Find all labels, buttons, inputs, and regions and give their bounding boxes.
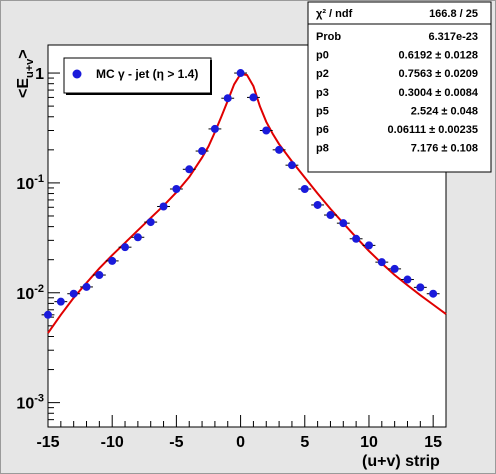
legend-entry-label: MC γ - jet (η > 1.4) [96,67,198,81]
y-tick-label: 10-1 [16,173,44,193]
stats-row-name: χ² / ndf [316,8,353,20]
data-point [210,124,219,133]
y-tick-label: 1 [35,66,44,83]
data-point [69,289,78,298]
data-point [262,126,271,135]
stats-row-value: 0.06111 ± 0.00235 [388,124,478,136]
data-point [44,310,52,319]
y-tick-label: 10-3 [16,393,44,413]
data-point [121,243,130,252]
data-point [236,69,245,78]
data-point [352,234,361,243]
stats-row-name: Prob [316,31,341,43]
stats-row-value: 6.317e-23 [428,31,478,43]
data-point [159,202,168,211]
x-tick-label: -5 [169,434,183,451]
legend-box [63,57,212,94]
y-tick-label: 10-2 [16,283,44,303]
data-point [82,282,91,291]
stats-row-value: 0.7563 ± 0.0209 [399,68,478,80]
data-point [198,147,207,156]
stats-row-name: p3 [316,87,329,99]
y-axis-title-sub: u+v [24,58,36,78]
y-axis-title-main: <E [15,78,32,98]
stats-row-value: 0.3004 ± 0.0084 [399,87,479,99]
x-tick-label: 15 [424,434,442,451]
data-point [249,93,258,102]
data-point [313,200,322,209]
stats-row-value: 0.6192 ± 0.0128 [399,50,478,62]
x-tick-label: 10 [360,434,378,451]
stats-row-value: 7.176 ± 0.108 [411,143,478,155]
fit-stats-box: χ² / ndf 166.8 / 25 Prob 6.317e-23 p0 0.6192 … [307,1,492,173]
stats-row-value: 2.524 ± 0.048 [411,105,478,117]
data-point [172,185,181,194]
data-point [364,241,373,250]
data-point [326,211,335,220]
data-point [185,165,194,174]
data-points-group [41,69,440,319]
data-point [223,94,232,103]
data-point [429,289,438,298]
legend: MC γ - jet (η > 1.4) [63,57,212,95]
data-point [56,297,65,306]
data-point [416,283,425,292]
stats-row-name: p8 [316,143,329,155]
stats-row-name: p6 [316,124,329,136]
svg-text:<Eu+v>: <Eu+v> [15,49,36,98]
x-tick-label: -10 [101,434,124,451]
data-point [146,218,155,227]
data-point [339,219,348,228]
data-point [287,161,296,170]
data-point [300,185,309,194]
y-axis-title-close: > [15,49,32,58]
stats-row-name: p0 [316,50,329,62]
stats-row-name: p2 [316,68,329,80]
data-point [95,271,104,280]
data-point [390,264,399,273]
axis-ticks: -15 -10 -5 0 5 10 15 10-3 10-2 10-1 1 [16,66,447,451]
data-point [275,145,284,154]
x-tick-label: 0 [236,434,245,451]
legend-marker [72,69,82,79]
data-point [377,258,386,267]
stats-row-value: 166.8 / 25 [429,8,478,20]
data-point [403,275,412,284]
x-tick-label: -15 [36,434,59,451]
data-point [133,233,142,242]
x-tick-label: 5 [300,434,309,451]
data-point [108,256,117,265]
stats-row-name: p5 [316,105,329,117]
y-axis-title: <Eu+v> [15,49,36,98]
x-axis-title: (u+v) strip [362,453,440,470]
stats-box-frame [307,1,492,173]
